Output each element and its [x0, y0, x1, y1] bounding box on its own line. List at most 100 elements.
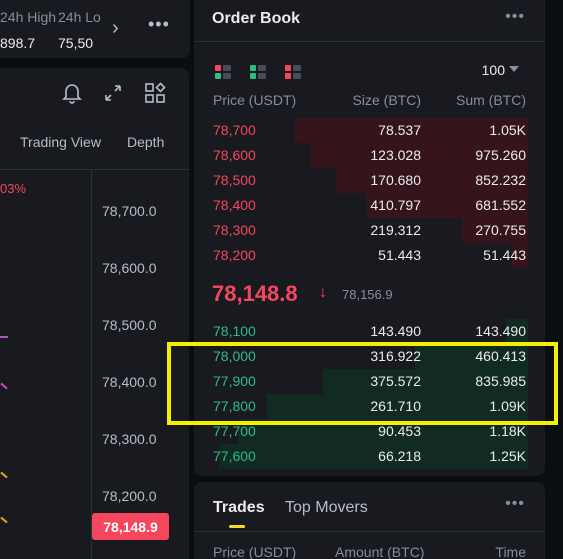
y-tick: 78,300.0: [102, 431, 157, 447]
ask-row[interactable]: 78,600 123.028 975.260: [194, 143, 545, 168]
tab-top-movers[interactable]: Top Movers: [285, 499, 368, 516]
bid-row[interactable]: 77,800 261.710 1.09K: [194, 394, 545, 419]
chevron-down-icon[interactable]: [509, 66, 519, 72]
bid-row[interactable]: 77,700 90.453 1.18K: [194, 419, 545, 444]
view-bids-icon[interactable]: [250, 65, 266, 79]
bid-depth-bar: [267, 394, 528, 419]
bid-row[interactable]: 77,900 375.572 835.985: [194, 369, 545, 394]
bid-sum: 835.985: [475, 373, 526, 389]
y-tick: 78,500.0: [102, 317, 157, 333]
ask-size: 410.797: [370, 197, 421, 213]
tab-trades[interactable]: Trades: [213, 499, 265, 516]
ask-depth-bar: [512, 243, 528, 268]
bid-price: 78,100: [213, 323, 256, 339]
arrow-down-icon: ↓: [319, 284, 327, 301]
more-options-icon[interactable]: •••: [505, 8, 525, 25]
bid-price: 77,700: [213, 423, 256, 439]
bid-row[interactable]: 78,100 143.490 143.490: [194, 319, 545, 344]
bid-depth-bar: [323, 369, 528, 394]
y-tick: 78,200.0: [102, 488, 157, 504]
ask-sum: 270.755: [475, 222, 526, 238]
bid-size: 375.572: [370, 373, 421, 389]
ask-price: 78,500: [213, 172, 256, 188]
layout-grid-icon[interactable]: [144, 82, 166, 104]
fullscreen-icon[interactable]: [103, 82, 123, 104]
column-header-sum: Sum (BTC): [456, 92, 526, 108]
ask-price: 78,300: [213, 222, 256, 238]
ask-depth-bar: [462, 218, 528, 243]
bid-price: 78,000: [213, 348, 256, 364]
ask-price: 78,700: [213, 122, 256, 138]
bid-size: 261.710: [370, 398, 421, 414]
column-header-time: Time: [495, 544, 526, 559]
depth-select[interactable]: 100: [481, 62, 505, 78]
chart-drawing-mark: [0, 382, 8, 390]
ask-row[interactable]: 78,300 219.312 270.755: [194, 218, 545, 243]
bid-sum: 1.25K: [489, 448, 526, 464]
chart-drawing-mark: [0, 516, 8, 524]
ask-row[interactable]: 78,700 78.537 1.05K: [194, 118, 545, 143]
bid-row[interactable]: 78,000 316.922 460.413: [194, 344, 545, 369]
view-both-icon[interactable]: [215, 65, 231, 79]
ask-price: 78,600: [213, 147, 256, 163]
order-book-title: Order Book: [212, 10, 301, 27]
low-value: 75,50: [58, 35, 94, 51]
bid-size: 66.218: [378, 448, 421, 464]
price-change-pct: 03%: [0, 181, 27, 196]
bid-row[interactable]: 77,600 66.218 1.25K: [194, 444, 545, 469]
ask-depth-bar: [367, 193, 528, 218]
high-label: 24h High: [0, 9, 57, 25]
tab-trading-view[interactable]: Trading View: [20, 134, 101, 150]
order-book-panel: Order Book ••• 100 Price (USDT) Size (BT…: [194, 0, 545, 476]
high-value: 898.7: [0, 35, 36, 51]
tab-depth[interactable]: Depth: [127, 134, 165, 150]
column-header-price: Price (USDT): [213, 92, 297, 108]
chart-divider: [0, 169, 189, 170]
more-options-icon[interactable]: •••: [505, 495, 525, 512]
ask-sum: 1.05K: [489, 122, 526, 138]
ask-depth-bar: [295, 118, 528, 143]
trades-divider: [194, 531, 545, 532]
bid-depth-bar: [219, 444, 528, 469]
mark-price[interactable]: 78,156.9: [342, 287, 393, 302]
column-header-price: Price (USDT): [213, 544, 297, 559]
ask-row[interactable]: 78,500 170.680 852.232: [194, 168, 545, 193]
bell-icon[interactable]: [62, 82, 82, 104]
bid-size: 316.922: [370, 348, 421, 364]
ask-price: 78,200: [213, 247, 256, 263]
ask-sum: 852.232: [475, 172, 526, 188]
ask-depth-bar: [311, 143, 528, 168]
bid-sum: 143.490: [475, 323, 526, 339]
ticker-stats: 24h High 898.7 24h Lo 75,50 › •••: [0, 0, 190, 58]
ask-size: 219.312: [370, 222, 421, 238]
ask-sum: 681.552: [475, 197, 526, 213]
ask-size: 170.680: [370, 172, 421, 188]
ask-row[interactable]: 78,400 410.797 681.552: [194, 193, 545, 218]
chart-panel: Trading View Depth 03% 78,700.0 78,600.0…: [0, 68, 189, 559]
chevron-right-icon[interactable]: ›: [112, 17, 119, 39]
view-asks-icon[interactable]: [285, 65, 301, 79]
bid-price: 77,900: [213, 373, 256, 389]
more-options-icon[interactable]: •••: [148, 14, 170, 34]
bid-depth-bar: [415, 344, 528, 369]
bid-price: 77,600: [213, 448, 256, 464]
bid-price: 77,800: [213, 398, 256, 414]
current-price-tag: 78,148.9: [92, 513, 169, 540]
y-tick: 78,700.0: [102, 203, 157, 219]
low-label: 24h Lo: [58, 9, 101, 25]
bid-size: 90.453: [378, 423, 421, 439]
last-price: 78,148.8: [212, 281, 298, 306]
bid-sum: 1.18K: [489, 423, 526, 439]
ask-sum: 975.260: [475, 147, 526, 163]
ask-row[interactable]: 78,200 51.443 51.443: [194, 243, 545, 268]
trades-panel: Trades Top Movers ••• Price (USDT) Amoun…: [194, 482, 545, 559]
price-axis-line: [91, 170, 92, 559]
order-book-divider: [194, 41, 545, 42]
column-header-amount: Amount (BTC): [335, 544, 425, 559]
active-tab-indicator: [229, 525, 245, 528]
ask-size: 51.443: [378, 247, 421, 263]
ask-size: 78.537: [378, 122, 421, 138]
ask-size: 123.028: [370, 147, 421, 163]
bid-size: 143.490: [370, 323, 421, 339]
